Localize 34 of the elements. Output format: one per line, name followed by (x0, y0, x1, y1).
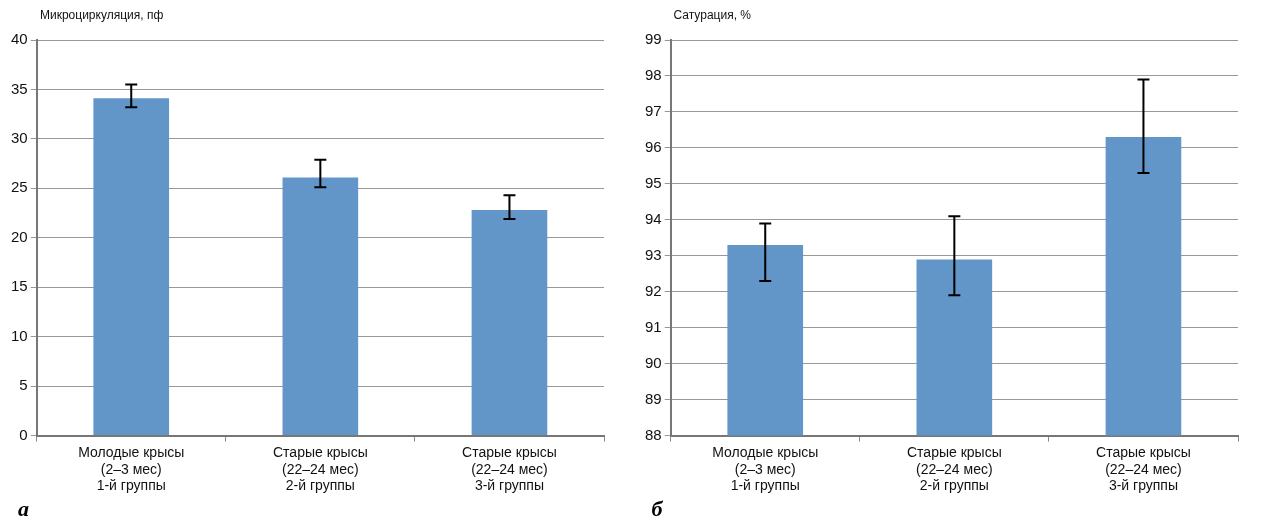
bar (93, 98, 170, 436)
bar (282, 177, 359, 436)
y-tick-label: 5 (19, 376, 28, 394)
y-tick-label: 20 (11, 227, 28, 245)
text: а (17, 496, 30, 521)
y-tick-label: 97 (644, 102, 662, 120)
y-tick-label: 10 (11, 326, 28, 344)
y-tick-label: 96 (644, 138, 662, 156)
x-tick-label: Старые крысы (22–24 мес) 3-й группы (1095, 443, 1191, 494)
y-tick-label: 95 (644, 174, 662, 191)
y-tick-label: 98 (644, 66, 662, 84)
y-tick-label: 94 (644, 209, 662, 227)
text: б (650, 496, 664, 521)
y-tick-label: 40 (11, 30, 28, 48)
y-tick-label: 0 (19, 425, 28, 443)
y-tick-label: 25 (11, 178, 28, 196)
y-tick-label: 93 (644, 245, 662, 263)
y-axis-title: Сатурация, % (672, 8, 752, 24)
x-tick-label: Старые крысы (22–24 мес) 2-й группы (272, 443, 368, 494)
x-tick-label: Старые крысы (22–24 мес) 2-й группы (906, 443, 1002, 494)
y-tick-label: 90 (644, 353, 662, 371)
y-tick-label: 91 (644, 317, 662, 335)
y-axis-title: Микроциркуляция, пф (39, 8, 165, 24)
y-tick-label: 88 (644, 425, 662, 443)
y-tick-label: 15 (11, 277, 28, 295)
x-tick-label: Молодые крысы (2–3 мес) 1-й группы (78, 443, 185, 494)
y-tick-label: 35 (11, 79, 28, 97)
y-tick-label: 89 (644, 389, 662, 407)
y-tick-label: 92 (644, 281, 662, 299)
y-tick-label: 30 (11, 129, 28, 147)
x-tick-label: Молодые крысы (2–3 мес) 1-й группы (711, 443, 818, 494)
y-tick-label: 99 (644, 30, 662, 48)
x-tick-label: Старые крысы (22–24 мес) 3-й группы (462, 443, 557, 494)
bar (471, 210, 548, 436)
